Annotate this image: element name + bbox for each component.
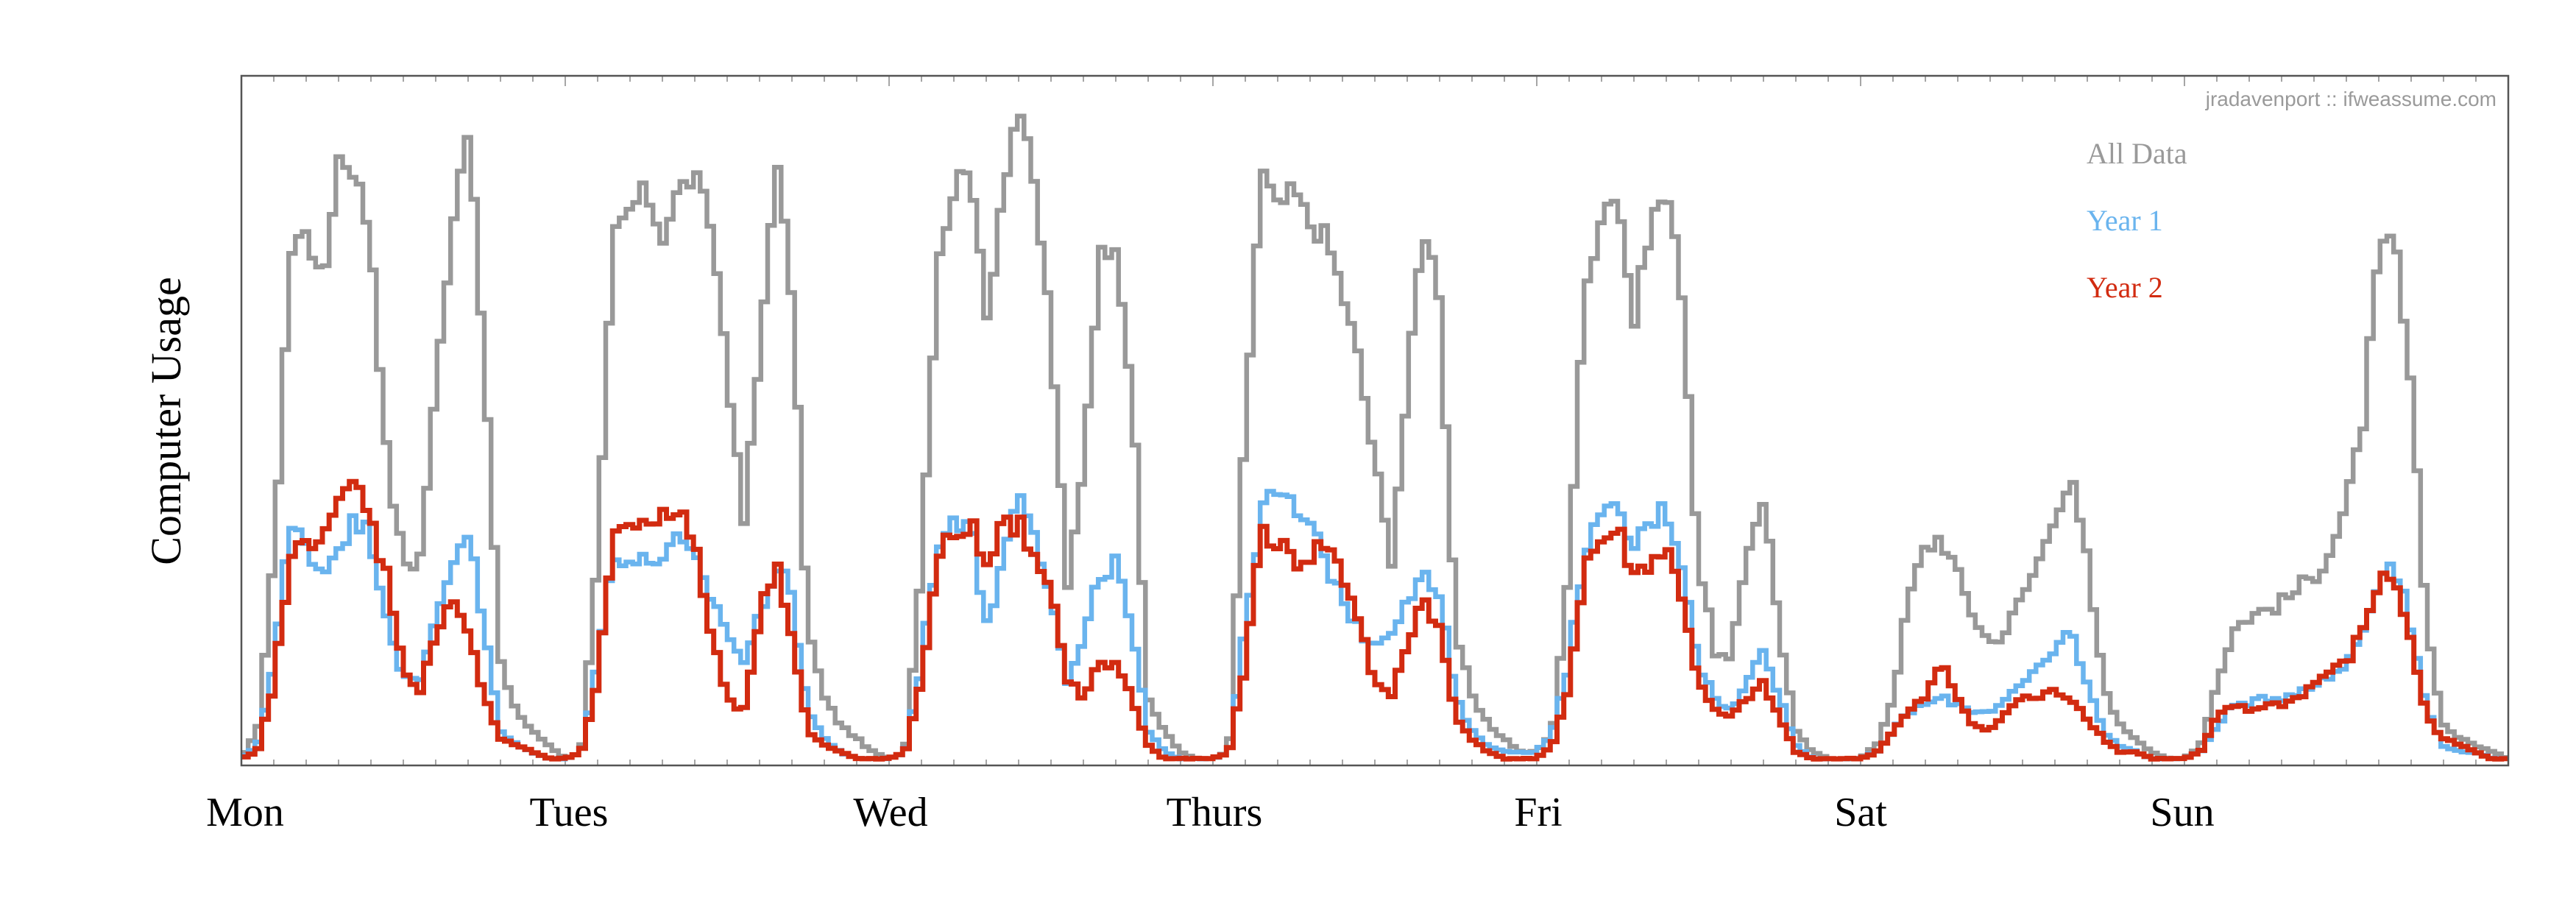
x-tick-label-thurs: Thurs [1167,790,1263,835]
series-line-all-data [241,113,2508,762]
credit-text: jradavenport :: ifweassume.com [2205,88,2497,110]
legend: All Data Year 1 Year 2 [2087,137,2187,304]
x-tick-label-tues: Tues [530,790,609,835]
legend-entry-year-1: Year 1 [2087,204,2163,237]
x-tick-label-sat: Sat [1834,790,1887,835]
plot-frame [240,74,2510,767]
x-tick-label-sun: Sun [2150,790,2214,835]
x-tick-label-fri: Fri [1514,790,1562,835]
y-axis-label: Computer Usage [142,277,190,565]
x-tick-labels: Mon Tues Wed Thurs Fri Sat Sun [206,790,2214,835]
x-tick-label-wed: Wed [853,790,927,835]
series-line-year-2 [241,478,2508,762]
legend-entry-year-2: Year 2 [2087,271,2163,304]
series-lines [241,113,2508,762]
legend-entry-all-data: All Data [2087,137,2187,170]
x-tick-label-mon: Mon [206,790,284,835]
